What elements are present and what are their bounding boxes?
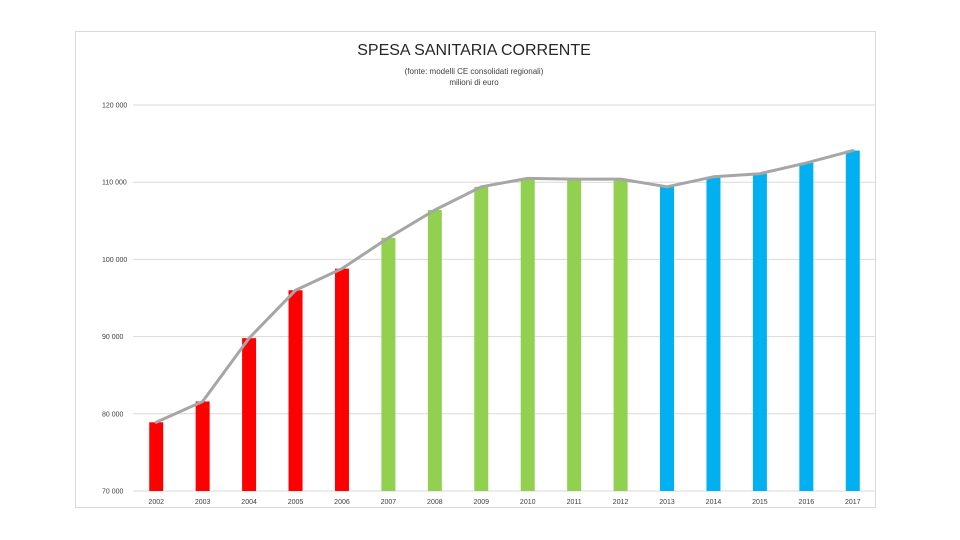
bar-2015	[752, 173, 767, 491]
x-tick-label: 2002	[148, 499, 164, 506]
bar-2003	[195, 401, 210, 491]
chart-unit-label: milioni di euro	[449, 78, 499, 87]
trend-line	[154, 149, 855, 424]
trend-line-path	[154, 149, 855, 424]
x-tick-label: 2013	[659, 499, 675, 506]
y-axis: 70 000 80 000 90 000 100 000 110 000 120 000	[102, 103, 127, 496]
y-tick-label: 100 000	[102, 257, 127, 264]
bar-2009	[474, 186, 489, 491]
bar-2017	[845, 150, 860, 491]
bar-2014	[706, 176, 721, 491]
bar-2007	[381, 237, 396, 491]
x-tick-label: 2014	[706, 499, 722, 506]
x-axis: 2002 2003 2004 2005 2006 2007 2008 2009 2010 2011…	[148, 499, 860, 506]
x-tick-label: 2006	[334, 499, 350, 506]
y-tick-label: 120 000	[102, 103, 127, 110]
x-tick-label: 2007	[381, 499, 397, 506]
x-tick-label: 2003	[195, 499, 211, 506]
x-tick-label: 2017	[845, 499, 861, 506]
y-tick-label: 90 000	[102, 334, 124, 341]
bar-2004	[242, 338, 257, 491]
bar-2013	[660, 186, 675, 491]
bar-2016	[799, 162, 814, 491]
bar-2011	[567, 179, 582, 491]
bar-2012	[613, 179, 628, 491]
y-tick-label: 70 000	[102, 489, 124, 496]
x-tick-label: 2016	[799, 499, 815, 506]
bars	[149, 150, 860, 491]
x-tick-label: 2011	[567, 499, 582, 506]
x-tick-label: 2004	[241, 499, 257, 506]
bar-2005	[288, 290, 303, 491]
x-tick-label: 2015	[752, 499, 768, 506]
bar-2002	[149, 422, 164, 491]
x-tick-label: 2012	[613, 499, 629, 506]
bar-2008	[427, 209, 442, 491]
bar-2006	[334, 268, 349, 491]
y-tick-label: 80 000	[102, 411, 124, 418]
bar-2010	[520, 178, 535, 491]
chart-title: SPESA SANITARIA CORRENTE	[357, 42, 591, 59]
x-tick-label: 2009	[473, 499, 489, 506]
y-tick-label: 110 000	[102, 180, 127, 187]
chart-subtitle: (fonte: modelli CE consolidati regionali…	[404, 67, 544, 76]
x-tick-label: 2005	[288, 499, 304, 506]
x-tick-label: 2008	[427, 499, 443, 506]
x-tick-label: 2010	[520, 499, 536, 506]
